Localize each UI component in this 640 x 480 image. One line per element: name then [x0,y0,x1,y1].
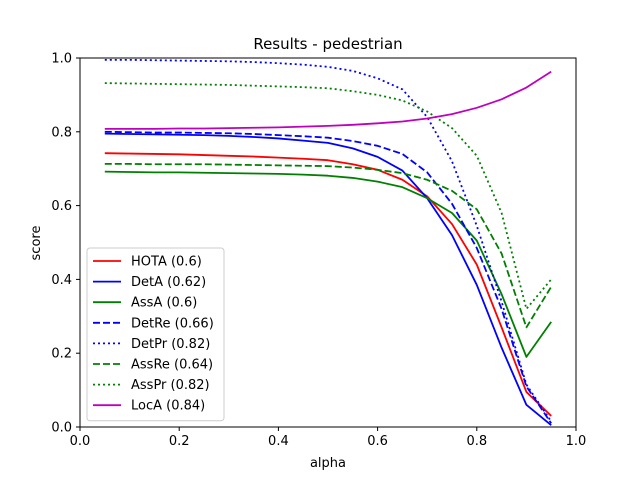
legend-label: AssRe (0.64) [131,358,213,373]
y-tick-label: 0.6 [51,199,72,214]
series-layer [104,58,552,426]
legend-label: DetRe (0.66) [131,316,214,331]
series-line-loca [104,70,552,130]
x-tick-label: 0.2 [169,434,190,449]
legend: HOTA (0.6) DetA (0.62) AssA (0.6) DetRe (0.… [86,247,225,422]
legend-label: HOTA (0.6) [131,255,202,270]
legend-box [86,247,225,422]
legend-label: DetPr (0.82) [131,337,210,352]
y-tick-label: 0.0 [51,421,72,436]
x-axis-title: alpha [310,456,346,471]
y-axis-title: score [29,226,44,261]
series-line-hota [104,152,552,417]
legend-label: LocA (0.84) [131,399,205,414]
x-tick-label: 0.0 [70,434,91,449]
series-line-detre [104,130,552,424]
series-line-assre [104,162,552,329]
series-line-deta [104,132,552,426]
plot-frame [79,57,577,428]
legend-label: DetA (0.62) [131,275,206,290]
series-line-assa [104,170,552,358]
y-tick-label: 0.8 [51,125,72,140]
x-tick-label: 1.0 [566,434,587,449]
x-tick-label: 0.4 [268,434,289,449]
y-tick-label: 0.4 [51,273,72,288]
y-tick-label: 0.2 [51,347,72,362]
legend-label: AssPr (0.82) [131,378,210,393]
y-tick-label: 1.0 [51,52,72,67]
chart-title: Results - pedestrian [253,35,402,53]
x-tick-label: 0.6 [367,434,388,449]
y-axis-ticks: 0.0 0.2 0.4 0.6 0.8 1.0 [51,52,80,436]
x-axis-ticks: 0.0 0.2 0.4 0.6 0.8 1.0 [70,427,587,449]
x-tick-label: 0.8 [466,434,487,449]
legend-label: AssA (0.6) [131,296,197,311]
